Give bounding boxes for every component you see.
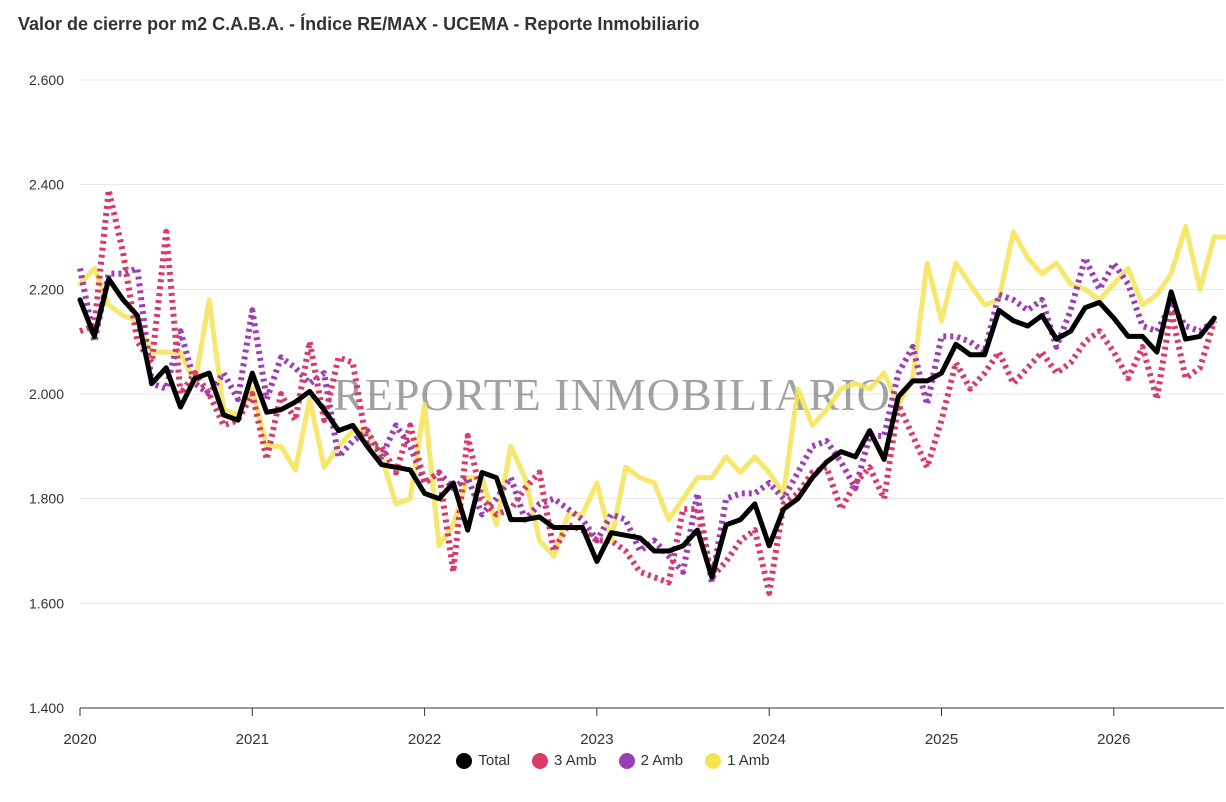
y-tick-label: 1.400 — [29, 700, 64, 716]
series-line-3-amb — [78, 186, 1218, 596]
legend-marker — [532, 752, 549, 769]
legend: Total 3 Amb 2 Amb 1 Amb — [0, 752, 1226, 769]
legend-label: 3 Amb — [554, 752, 597, 769]
legend-item[interactable]: 2 Amb — [618, 752, 684, 769]
legend-item[interactable]: Total — [456, 752, 510, 769]
y-tick-label: 2.200 — [29, 281, 64, 297]
series-lines — [77, 186, 1226, 596]
series-line-1-amb — [77, 224, 1226, 559]
legend-item[interactable]: 1 Amb — [705, 752, 770, 769]
legend-marker — [456, 752, 473, 769]
x-tick-label: 2022 — [408, 731, 441, 748]
y-tick-label: 2.400 — [29, 177, 64, 193]
legend-marker — [618, 752, 635, 769]
axes: 1.400 1.600 1.800 2.000 2.200 2.400 2.600 2020 2… — [29, 72, 1224, 748]
legend-item[interactable]: 3 Amb — [532, 752, 597, 769]
series-line-2-amb — [77, 254, 1217, 586]
x-tick-label: 2020 — [63, 731, 96, 748]
x-tick-label: 2023 — [580, 731, 613, 748]
y-tick-label: 2.600 — [29, 72, 64, 88]
legend-label: Total — [478, 752, 511, 769]
series-line-total — [77, 276, 1217, 580]
y-tick-label: 1.600 — [29, 595, 64, 611]
legend-label: 1 Amb — [727, 752, 770, 769]
chart-title: Valor de cierre por m2 C.A.B.A. - Índice… — [18, 14, 700, 34]
x-tick-label: 2021 — [236, 731, 269, 748]
x-tick-label: 2024 — [753, 731, 786, 748]
legend-label: 2 Amb — [640, 752, 684, 769]
y-tick-label: 1.800 — [29, 491, 64, 507]
x-tick-label: 2026 — [1097, 731, 1130, 748]
x-tick-label: 2025 — [925, 731, 958, 748]
y-tick-label: 2.000 — [29, 386, 64, 402]
legend-marker — [705, 752, 722, 769]
